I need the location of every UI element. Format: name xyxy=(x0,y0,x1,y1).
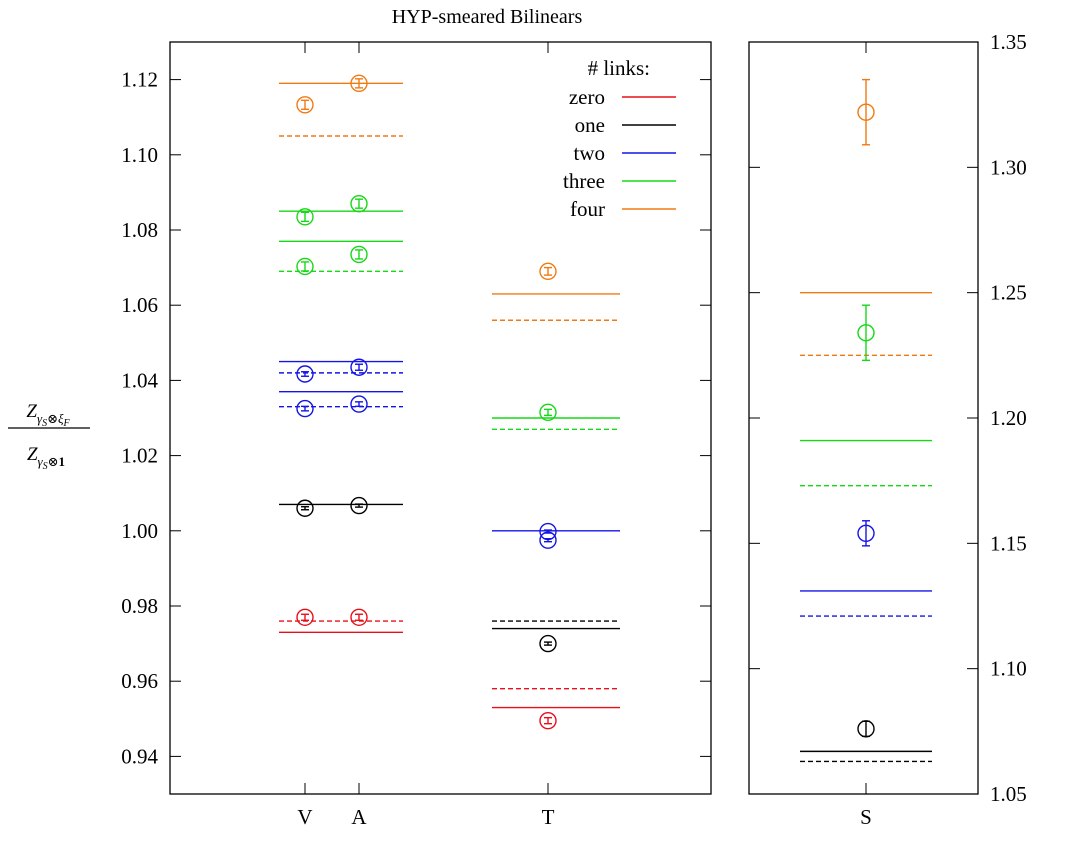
legend-label: three xyxy=(563,169,605,193)
right-y-tick-label: 1.20 xyxy=(990,406,1027,430)
right-y-tick-label: 1.10 xyxy=(990,657,1027,681)
data-point xyxy=(296,257,314,276)
data-point xyxy=(350,395,368,413)
right-data-points xyxy=(857,78,875,738)
point-marker xyxy=(539,634,557,653)
left-y-tick-label: 0.98 xyxy=(121,594,158,618)
left-plot-frame xyxy=(169,41,712,795)
legend-entry: zero xyxy=(569,85,676,109)
y-axis-label-numerator: ZγS⊗ξF xyxy=(26,401,70,429)
legend-entry: four xyxy=(570,197,676,221)
point-marker xyxy=(857,103,875,121)
point-marker xyxy=(296,208,314,226)
data-point xyxy=(539,262,557,281)
legend-label: zero xyxy=(569,85,605,109)
right-reference-lines xyxy=(800,291,932,763)
point-marker xyxy=(296,399,314,418)
data-point xyxy=(539,403,557,422)
left-y-tick-label: 0.94 xyxy=(121,744,158,768)
left-reference-lines xyxy=(279,82,620,709)
right-y-tick-label: 1.05 xyxy=(990,782,1027,806)
point-marker xyxy=(539,711,557,730)
point-marker xyxy=(539,403,557,422)
data-point xyxy=(857,78,875,146)
point-marker xyxy=(857,720,875,738)
left-y-tick-label: 1.08 xyxy=(121,218,158,242)
legend-label: four xyxy=(570,197,605,221)
data-point xyxy=(350,496,368,515)
point-marker xyxy=(350,395,368,413)
y-axis-label-denominator: ZγS⊗1 xyxy=(27,444,65,472)
legend-entry: three xyxy=(563,169,676,193)
x-tick-label: T xyxy=(542,805,555,829)
left-y-tick-label: 1.04 xyxy=(121,368,158,392)
data-point xyxy=(350,608,368,626)
data-point xyxy=(296,608,314,626)
data-point xyxy=(857,520,875,547)
left-y-tick-label: 1.06 xyxy=(121,293,158,317)
data-point xyxy=(857,304,875,362)
point-marker xyxy=(296,365,314,383)
data-point xyxy=(350,358,368,376)
legend: # links: zero one two three four xyxy=(563,56,676,221)
point-marker xyxy=(296,96,314,114)
data-point xyxy=(539,634,557,653)
y-axis-label: ZγS⊗ξF ZγS⊗1 xyxy=(8,401,90,472)
right-y-tick-label: 1.35 xyxy=(990,30,1027,54)
x-tick-label: A xyxy=(351,805,367,829)
point-marker xyxy=(539,531,557,549)
point-marker xyxy=(539,262,557,281)
point-marker xyxy=(857,524,875,543)
left-y-tick-label: 0.96 xyxy=(121,669,158,693)
point-marker xyxy=(350,608,368,626)
data-point xyxy=(350,194,368,213)
point-marker xyxy=(350,74,368,93)
data-point xyxy=(350,245,368,264)
point-marker xyxy=(350,358,368,376)
x-tick-label: S xyxy=(860,805,872,829)
data-point xyxy=(539,531,557,549)
right-y-axis: 1.05 1.10 1.15 1.20 1.25 1.30 1.35 xyxy=(749,30,1027,806)
point-marker xyxy=(857,324,875,342)
right-plot-frame xyxy=(748,41,979,795)
left-y-tick-label: 1.02 xyxy=(121,444,158,468)
point-marker xyxy=(296,499,314,517)
x-tick-label: V xyxy=(297,805,312,829)
legend-entry: two xyxy=(574,141,676,165)
data-point xyxy=(296,208,314,226)
data-point xyxy=(296,365,314,383)
legend-label: one xyxy=(575,113,605,137)
data-point xyxy=(857,720,875,738)
point-marker xyxy=(350,194,368,213)
data-point xyxy=(539,711,557,730)
right-y-tick-label: 1.25 xyxy=(990,281,1027,305)
right-y-tick-label: 1.15 xyxy=(990,531,1027,555)
left-y-tick-label: 1.12 xyxy=(121,68,158,92)
legend-entry: one xyxy=(575,113,676,137)
data-point xyxy=(296,499,314,517)
right-y-tick-label: 1.30 xyxy=(990,155,1027,179)
point-marker xyxy=(296,608,314,626)
point-marker xyxy=(350,245,368,264)
chart-title: HYP-smeared Bilinears xyxy=(392,6,583,28)
data-point xyxy=(350,74,368,93)
legend-label: two xyxy=(574,141,606,165)
data-point xyxy=(296,399,314,418)
legend-title: # links: xyxy=(588,56,650,80)
left-data-points xyxy=(296,74,557,730)
point-marker xyxy=(296,257,314,276)
left-y-tick-label: 1.00 xyxy=(121,519,158,543)
left-y-tick-label: 1.10 xyxy=(121,143,158,167)
point-marker xyxy=(350,496,368,515)
left-y-axis: 0.94 0.96 0.98 1.00 1.02 1.04 1.06 1.08 1.10 1.12 xyxy=(121,68,711,768)
data-point xyxy=(296,96,314,114)
